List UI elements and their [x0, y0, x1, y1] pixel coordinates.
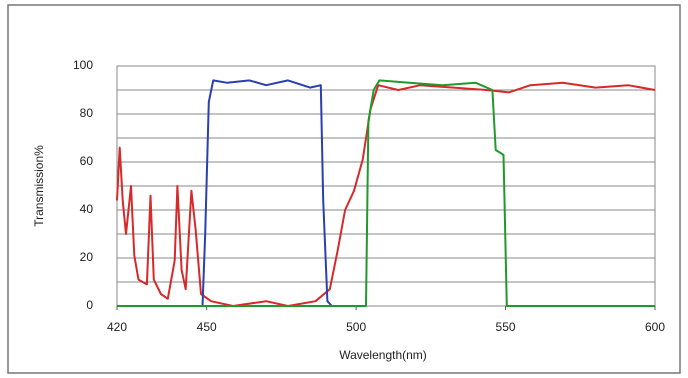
y-tick-label: 100 — [73, 58, 93, 72]
x-tick-label: 600 — [645, 320, 665, 334]
x-tick-label: 420 — [107, 320, 127, 334]
x-tick-label: 450 — [197, 320, 217, 334]
y-tick-label: 40 — [80, 202, 94, 216]
x-tick-label: 550 — [496, 320, 516, 334]
x-axis-label: Wavelength(nm) — [339, 348, 427, 362]
series-line — [201, 79, 333, 307]
x-tick-label: 500 — [346, 320, 366, 334]
y-axis-label: Transmission% — [32, 145, 46, 227]
y-tick-label: 60 — [80, 154, 94, 168]
y-tick-label: 20 — [80, 250, 94, 264]
series-line — [117, 79, 655, 307]
y-tick-label: 80 — [80, 106, 94, 120]
y-tick-label: 0 — [86, 298, 93, 312]
